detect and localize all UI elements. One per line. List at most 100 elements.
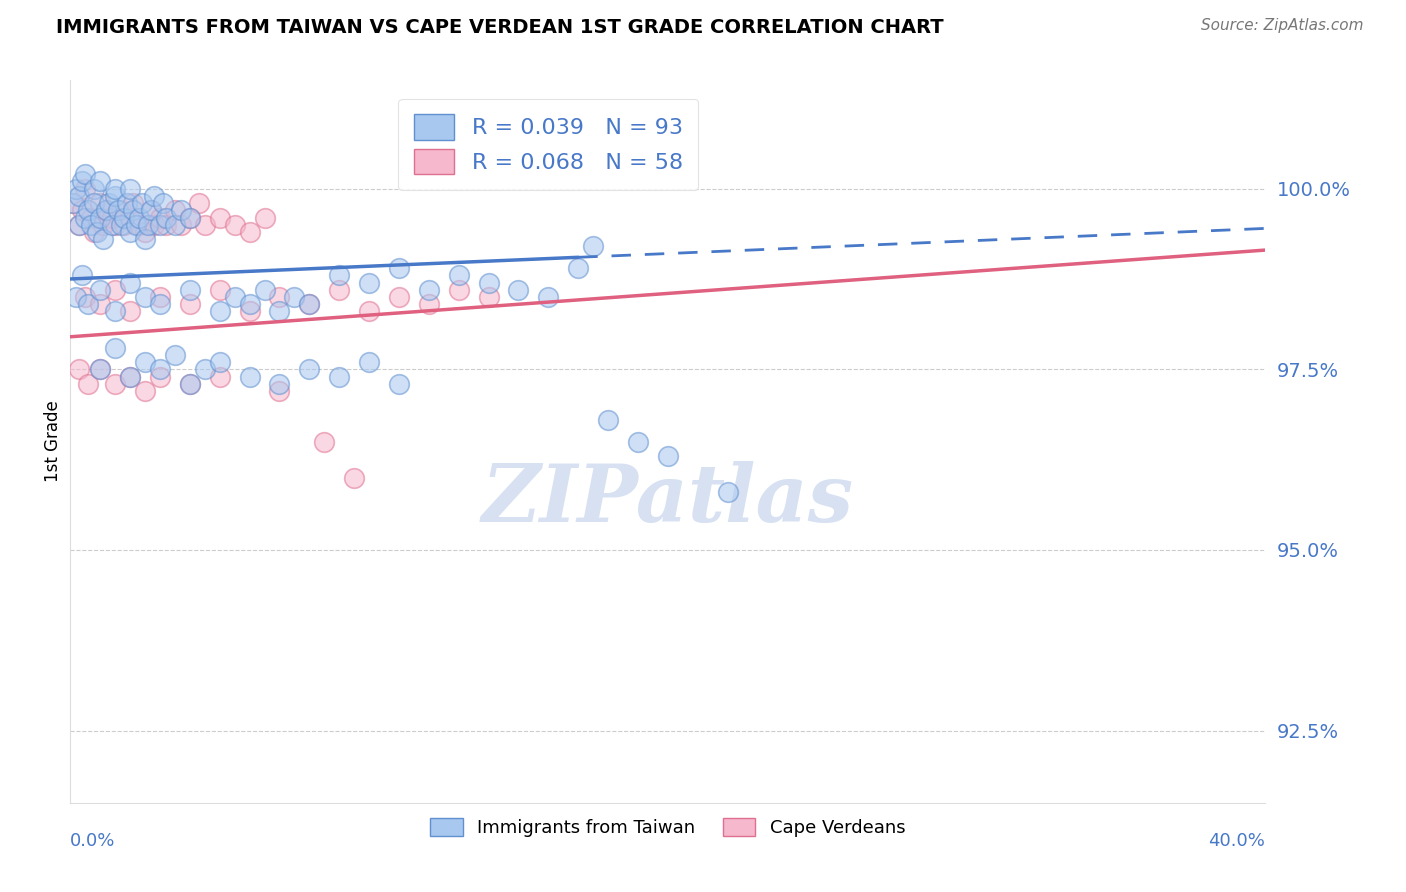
Point xyxy=(163,218,186,232)
Point xyxy=(75,167,97,181)
Text: IMMIGRANTS FROM TAIWAN VS CAPE VERDEAN 1ST GRADE CORRELATION CHART: IMMIGRANTS FROM TAIWAN VS CAPE VERDEAN 1… xyxy=(56,18,943,37)
Point xyxy=(91,232,114,246)
Point xyxy=(125,218,148,232)
Point xyxy=(388,376,411,391)
Point xyxy=(134,355,156,369)
Point xyxy=(83,225,105,239)
Point xyxy=(239,225,262,239)
Point xyxy=(208,283,231,297)
Point xyxy=(139,203,162,218)
Point xyxy=(75,290,97,304)
Point xyxy=(253,211,276,225)
Point xyxy=(131,196,153,211)
Point xyxy=(149,290,172,304)
Point xyxy=(67,189,90,203)
Point xyxy=(101,211,124,225)
Point xyxy=(89,196,111,211)
Point xyxy=(155,218,177,232)
Point xyxy=(107,203,129,218)
Point xyxy=(122,203,145,218)
Point xyxy=(328,268,350,283)
Point xyxy=(179,283,201,297)
Point xyxy=(77,203,100,218)
Point xyxy=(163,348,186,362)
Point xyxy=(98,196,121,211)
Point xyxy=(359,304,381,318)
Point xyxy=(179,297,201,311)
Point xyxy=(104,283,127,297)
Point xyxy=(163,203,186,218)
Point xyxy=(314,434,336,449)
Point xyxy=(224,290,246,304)
Point xyxy=(75,211,97,225)
Point xyxy=(104,376,127,391)
Point xyxy=(155,211,177,225)
Point xyxy=(134,384,156,398)
Text: 0.0%: 0.0% xyxy=(70,831,115,850)
Point xyxy=(128,211,150,225)
Point xyxy=(149,297,172,311)
Point xyxy=(89,174,111,188)
Point xyxy=(170,218,193,232)
Point xyxy=(598,413,620,427)
Point xyxy=(343,471,366,485)
Point xyxy=(224,218,246,232)
Text: 40.0%: 40.0% xyxy=(1209,831,1265,850)
Point xyxy=(194,362,217,376)
Point xyxy=(77,297,100,311)
Point xyxy=(67,218,90,232)
Point xyxy=(298,297,321,311)
Point xyxy=(418,283,440,297)
Point xyxy=(478,290,501,304)
Point xyxy=(627,434,650,449)
Point xyxy=(67,218,90,232)
Point xyxy=(83,182,105,196)
Point xyxy=(104,341,127,355)
Point xyxy=(96,203,117,218)
Point xyxy=(269,290,291,304)
Point xyxy=(253,283,276,297)
Point xyxy=(582,239,605,253)
Point xyxy=(298,362,321,376)
Point xyxy=(70,268,93,283)
Point xyxy=(122,196,145,211)
Point xyxy=(149,369,172,384)
Point xyxy=(62,196,84,211)
Point xyxy=(112,218,135,232)
Point xyxy=(537,290,560,304)
Point xyxy=(208,211,231,225)
Point xyxy=(359,276,381,290)
Point xyxy=(194,218,217,232)
Point xyxy=(388,261,411,276)
Point xyxy=(110,218,132,232)
Point xyxy=(120,304,141,318)
Point xyxy=(120,276,141,290)
Point xyxy=(269,304,291,318)
Point xyxy=(179,376,201,391)
Point xyxy=(65,182,87,196)
Point xyxy=(89,283,111,297)
Point xyxy=(128,218,150,232)
Point xyxy=(143,218,166,232)
Point xyxy=(104,189,127,203)
Y-axis label: 1st Grade: 1st Grade xyxy=(44,401,62,483)
Point xyxy=(120,369,141,384)
Point xyxy=(170,203,193,218)
Point xyxy=(96,203,117,218)
Legend: Immigrants from Taiwan, Cape Verdeans: Immigrants from Taiwan, Cape Verdeans xyxy=(423,811,912,845)
Point xyxy=(65,290,87,304)
Text: ZIPatlas: ZIPatlas xyxy=(482,460,853,538)
Point xyxy=(134,290,156,304)
Point xyxy=(104,218,127,232)
Point xyxy=(134,225,156,239)
Point xyxy=(179,211,201,225)
Point xyxy=(239,304,262,318)
Point xyxy=(447,268,470,283)
Point xyxy=(80,218,103,232)
Point xyxy=(717,485,740,500)
Point xyxy=(567,261,589,276)
Point xyxy=(359,355,381,369)
Point xyxy=(179,211,201,225)
Point xyxy=(149,362,172,376)
Point xyxy=(388,290,411,304)
